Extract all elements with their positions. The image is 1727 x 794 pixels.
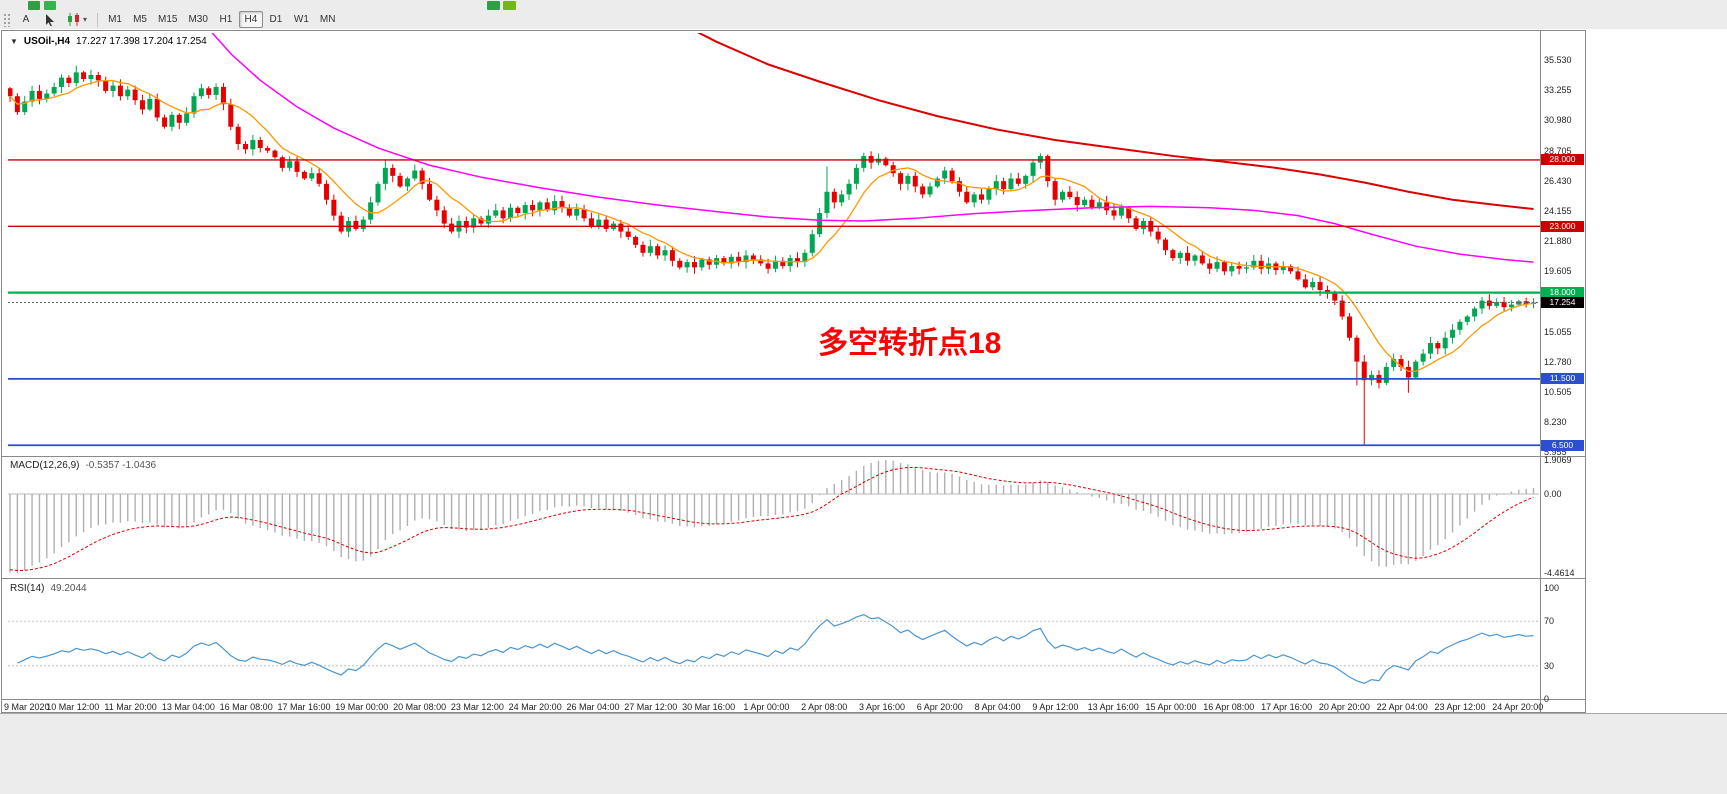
timeframe-button-h4[interactable]: H4	[238, 11, 263, 28]
rsi-axis-label: 100	[1544, 583, 1560, 593]
cropped-icon	[503, 1, 516, 10]
time-axis-label: 23 Mar 12:00	[450, 702, 504, 712]
cropped-icon	[44, 1, 56, 10]
price-axis-label: 5.955	[1544, 447, 1567, 458]
macd-indicator-label: MACD(12,26,9) -0.5357 -1.0436	[10, 460, 156, 471]
time-axis-label: 22 Apr 04:00	[1376, 702, 1428, 712]
timeframe-button-m5[interactable]: M5	[133, 14, 147, 25]
price-axis-label: 24.155	[1544, 205, 1572, 216]
cropped-upper-toolbar	[0, 0, 1727, 10]
rsi-value: 49.2044	[50, 583, 87, 594]
time-axis-label: 26 Mar 04:00	[566, 702, 620, 712]
time-axis[interactable]: 9 Mar 2020 10 Mar 12:00 11 Mar 20:00 13 Mar…	[0, 701, 1727, 713]
time-axis-label: 16 Apr 08:00	[1203, 702, 1255, 712]
chart-menu-triangle-icon[interactable]: ▼	[10, 37, 18, 46]
time-axis-label: 15 Apr 00:00	[1145, 702, 1197, 712]
time-axis-label: 11 Mar 20:00	[104, 702, 157, 712]
time-axis-label: 6 Apr 20:00	[916, 702, 963, 712]
price-axis-label: 8.230	[1544, 417, 1567, 428]
time-axis-label: 16 Mar 08:00	[219, 702, 273, 712]
timeframe-button-w1[interactable]: W1	[293, 14, 309, 25]
timeframe-button-m30[interactable]: M30	[188, 14, 208, 25]
macd-axis-label: 0.00	[1544, 489, 1562, 499]
rsi-axis-label: 0	[1544, 694, 1550, 704]
time-axis-label: 24 Mar 20:00	[508, 702, 562, 712]
time-axis-label: 9 Mar 2020	[4, 702, 50, 712]
price-axis-label: 19.605	[1544, 266, 1572, 277]
timeframe-button-h1[interactable]: H1	[219, 14, 233, 25]
time-axis-label: 9 Apr 12:00	[1032, 702, 1079, 712]
rsi-name: RSI(14)	[10, 583, 45, 594]
rsi-axis-label: 70	[1544, 616, 1555, 627]
time-axis-label: 17 Mar 16:00	[277, 702, 331, 712]
price-axis-label: 12.780	[1544, 356, 1572, 367]
time-axis-label: 23 Apr 12:00	[1434, 702, 1486, 712]
time-axis-label: 13 Apr 16:00	[1087, 702, 1139, 712]
timeframe-button-mn[interactable]: MN	[319, 14, 336, 25]
current-price-tag: 17.254	[1541, 297, 1584, 309]
macd-axis-label: -4.4614	[1544, 568, 1575, 578]
chevron-down-icon: ▾	[83, 15, 88, 24]
macd-name: MACD(12,26,9)	[10, 460, 80, 471]
cropped-icon	[487, 1, 500, 10]
time-axis-label: 20 Apr 20:00	[1318, 702, 1370, 712]
time-axis-label: 19 Mar 00:00	[335, 702, 389, 712]
price-axis-label: 35.530	[1544, 55, 1572, 65]
macd-values: -0.5357 -1.0436	[85, 460, 157, 471]
level-price-tag: 6.500	[1541, 439, 1584, 451]
time-axis-label: 8 Apr 04:00	[974, 702, 1021, 712]
price-axis-label: 10.505	[1544, 387, 1572, 398]
chart-window-background	[0, 29, 1727, 713]
cursor-tool-button[interactable]	[38, 11, 62, 28]
level-price-tag: 23.000	[1541, 220, 1584, 232]
candlestick-icon	[68, 13, 79, 26]
chart-symbol-title: USOil-,H4	[23, 36, 71, 47]
chart-type-button[interactable]: ▾	[62, 11, 92, 28]
time-axis-label: 13 Mar 04:00	[161, 702, 215, 712]
timeframe-button-group: M1 M5 M15 M30 H1 H4 D1 W1 MN	[103, 11, 340, 28]
time-axis-label: 30 Mar 16:00	[682, 702, 736, 712]
level-price-tag: 28.000	[1541, 154, 1584, 166]
price-axis-label: 26.430	[1544, 175, 1572, 186]
timeframe-button-d1[interactable]: D1	[269, 14, 283, 25]
time-axis-label: 3 Apr 16:00	[858, 702, 906, 712]
chart-text-annotation[interactable]: 多空转折点18	[818, 327, 1002, 360]
time-axis-label: 17 Apr 16:00	[1261, 702, 1313, 712]
price-axis-label: 28.705	[1544, 145, 1572, 156]
time-axis-label: 20 Mar 08:00	[393, 702, 447, 712]
charts-toolbar: A ▾ M1 M5 M15 M30 H1 H4 D1 W1 MN	[0, 10, 1727, 30]
level-price-tag: 18.000	[1541, 287, 1584, 299]
price-axis-label: 33.255	[1544, 85, 1572, 96]
time-axis-label: 27 Mar 12:00	[624, 702, 678, 712]
price-axis-label: 15.055	[1544, 326, 1572, 337]
toolbar-drag-handle[interactable]	[3, 12, 10, 27]
price-axis-label: 30.980	[1544, 115, 1572, 126]
rsi-axis-label: 30	[1544, 660, 1555, 671]
timeframe-button-m15[interactable]: M15	[158, 14, 178, 25]
rsi-indicator-label: RSI(14) 49.2044	[10, 583, 87, 594]
cropped-icon	[28, 1, 40, 10]
level-price-tag: 11.500	[1541, 373, 1584, 385]
toolbar-separator	[97, 12, 99, 27]
macd-axis-label: 1.9069	[1544, 455, 1572, 465]
price-axis-label: 21.880	[1544, 236, 1572, 247]
text-tool-button[interactable]: A	[22, 14, 30, 25]
timeframe-button-m1[interactable]: M1	[108, 14, 122, 25]
time-axis-label: 10 Mar 12:00	[46, 702, 100, 712]
window-lower-area	[0, 713, 1727, 794]
chart-ohlc-values: 17.227 17.398 17.204 17.254	[76, 36, 207, 47]
time-axis-label: 24 Apr 20:00	[1492, 702, 1544, 712]
chart-title-row: ▼ USOil-,H4 17.227 17.398 17.204 17.254	[10, 36, 207, 47]
cursor-icon	[46, 13, 54, 26]
time-axis-label: 1 Apr 00:00	[743, 702, 790, 712]
time-axis-label: 2 Apr 08:00	[801, 702, 848, 712]
